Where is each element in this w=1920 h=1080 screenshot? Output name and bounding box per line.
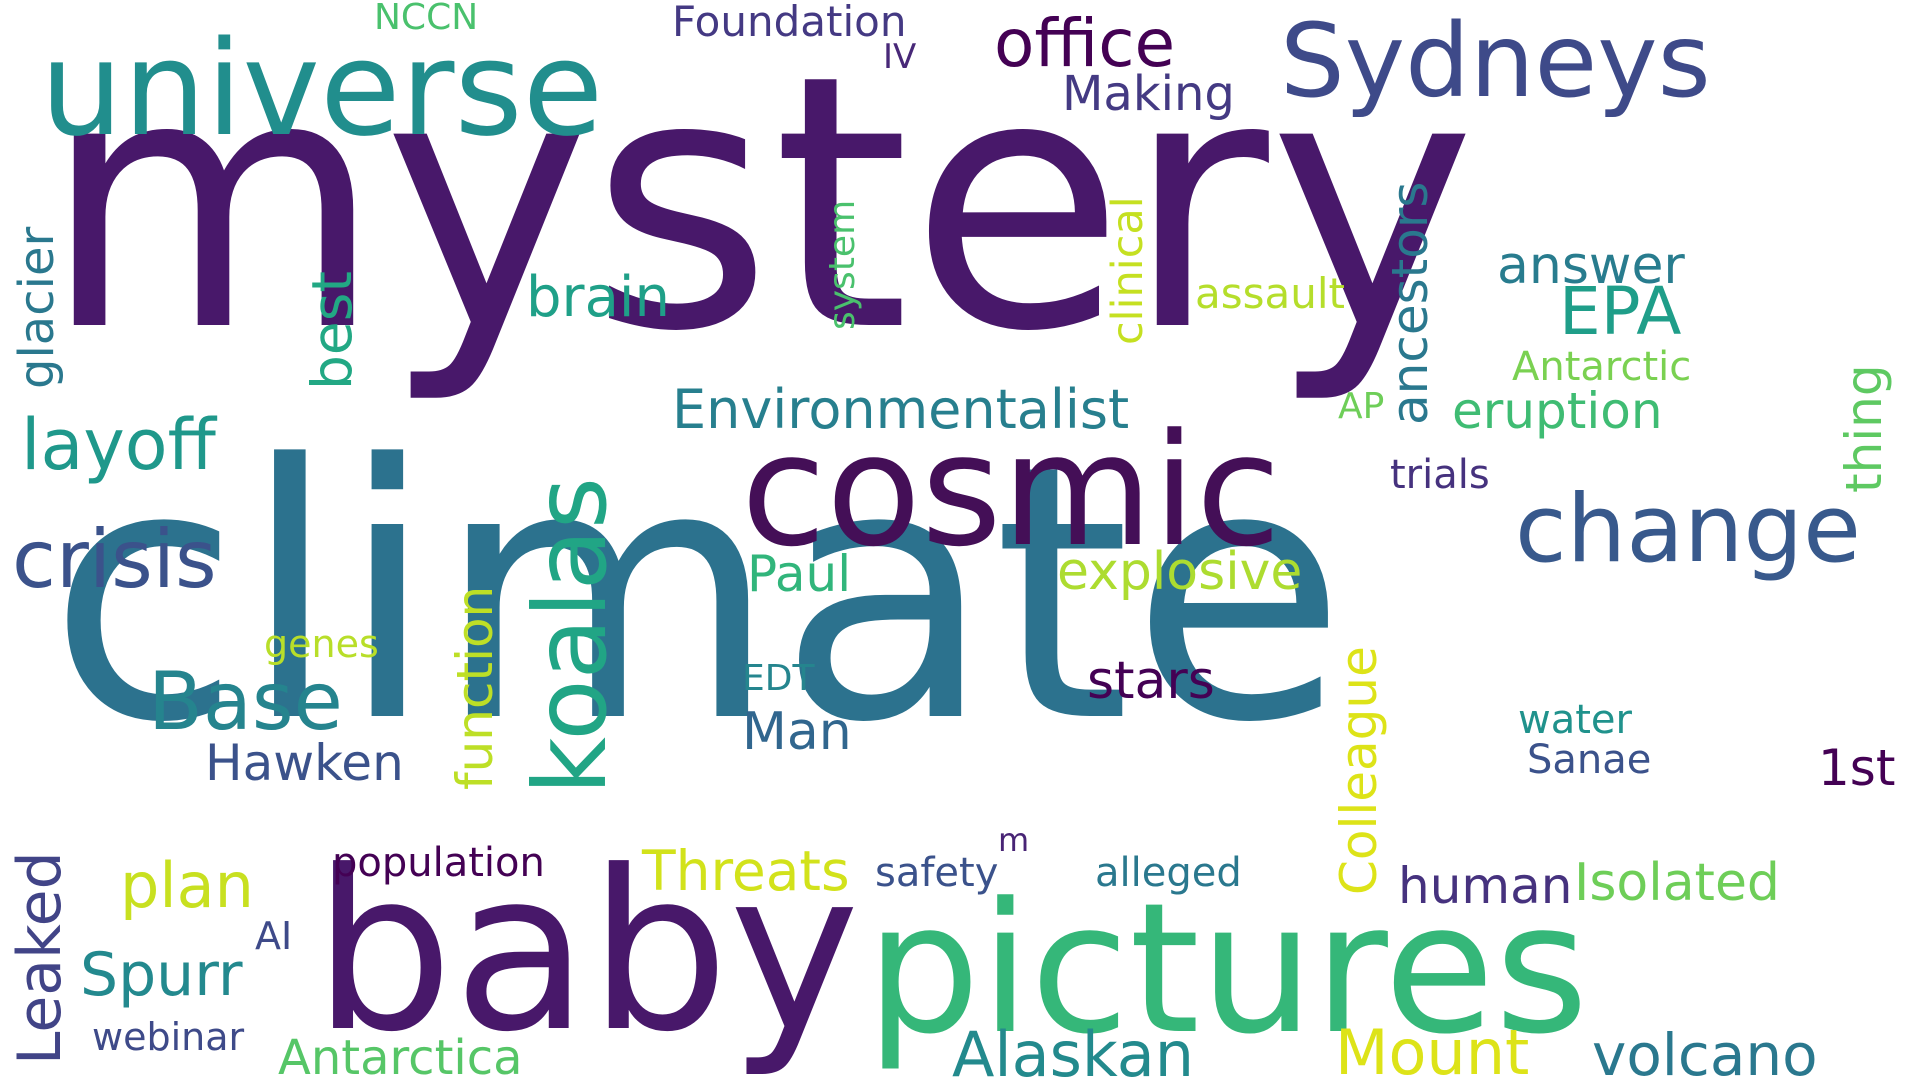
word-man: Man [742,702,852,762]
word-pictures: pictures [866,865,1589,1074]
word-change: change [1515,475,1861,584]
word-sanae: Sanae [1527,737,1652,783]
word-foundation: Foundation [672,0,907,46]
word-m: m [998,821,1030,859]
word-volcano: volcano [1592,1021,1818,1080]
word-threats: Threats [642,839,850,903]
word-explosive: explosive [1057,542,1303,602]
word-function: function [446,585,504,790]
word-population: population [332,840,545,886]
word-edt: EDT [742,658,815,699]
word-brain: brain [526,265,670,330]
word-climate: climate [48,390,1347,799]
word-antarctica: Antarctica [278,1030,523,1080]
word-antarctic: Antarctic [1512,344,1692,390]
word-1st: 1st [1818,739,1896,797]
word-office: office [994,5,1176,82]
word-mystery: mystery [42,0,1477,408]
word-thing: thing [1835,364,1893,493]
word-glacier: glacier [9,226,65,389]
word-making: Making [1062,66,1235,122]
word-hawken: Hawken [205,734,404,792]
word-mount: Mount [1335,1016,1530,1080]
word-ai: AI [255,914,293,958]
word-layoff: layoff [21,404,216,486]
word-iv: IV [883,37,917,77]
word-isolated: Isolated [1574,853,1780,913]
word-alleged: alleged [1095,850,1242,896]
word-genes: genes [264,622,379,666]
word-answer: answer [1497,236,1685,296]
word-epa: EPA [1559,273,1682,350]
word-human: human [1398,857,1573,915]
word-plan: plan [120,849,254,922]
word-system: system [822,199,863,330]
word-colleague: Colleague [1330,646,1388,895]
word-alaskan: Alaskan [952,1018,1195,1080]
word-webinar: webinar [92,1015,245,1059]
word-spurr: Spurr [80,940,243,1010]
word-crisis: crisis [12,513,217,606]
word-cosmic: cosmic [741,400,1282,581]
word-safety: safety [875,850,999,896]
word-best: best [300,271,364,390]
word-sydneys: Sydneys [1280,2,1711,121]
word-eruption: eruption [1452,382,1663,440]
word-ap: AP [1338,386,1385,427]
word-leaked: Leaked [5,851,75,1065]
word-clinical: clinical [1103,196,1153,345]
word-baby: baby [313,824,860,1080]
word-stars: stars [1087,651,1215,711]
word-trials: trials [1390,452,1490,498]
word-nccn: NCCN [374,0,479,38]
word-universe: universe [40,12,604,165]
word-base: Base [148,655,343,748]
word-environmentalist: Environmentalist [672,378,1130,441]
word-paul: Paul [747,545,852,603]
word-ancestors: ancestors [1381,181,1439,425]
word-assault: assault [1195,269,1345,318]
word-koalas: koalas [512,477,629,795]
word-water: water [1518,697,1632,743]
